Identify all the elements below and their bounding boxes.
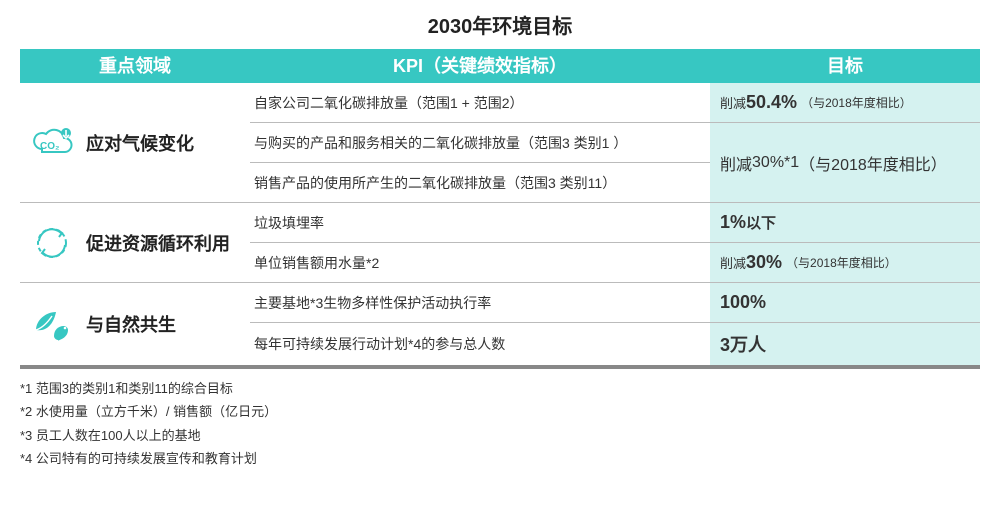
kpi-cell: 主要基地*3生物多样性保护活动执行率 <box>250 283 710 322</box>
tgt-big: 30% <box>752 154 784 172</box>
tgt-big: 1% <box>720 212 746 233</box>
table-row: 垃圾填埋率 1% 以下 <box>250 203 980 243</box>
co2-icon: CO₂ <box>28 119 76 167</box>
table-header: 重点领域 KPI（关键绩效指标） 目标 <box>20 49 980 83</box>
kpi-cell: 与购买的产品和服务相关的二氧化碳排放量（范围3 类别1 ） <box>250 123 710 163</box>
section-climate: CO₂ 应对气候变化 自家公司二氧化碳排放量（范围1 + 范围2） 削减 50.… <box>20 83 980 203</box>
header-target: 目标 <box>710 49 980 83</box>
kpi-cell: 单位销售额用水量*2 <box>250 243 710 282</box>
nature-icon <box>28 300 76 348</box>
table-row: 单位销售额用水量*2 削减 30% （与2018年度相比） <box>250 243 980 283</box>
table-wrapper: 2030年环境目标 重点领域 KPI（关键绩效指标） 目标 CO₂ 应对气候变化 <box>20 0 980 471</box>
merged-row: 与购买的产品和服务相关的二氧化碳排放量（范围3 类别1 ） 销售产品的使用所产生… <box>250 123 980 203</box>
table-row: 主要基地*3生物多样性保护活动执行率 100% <box>250 283 980 323</box>
tgt-big: 100% <box>720 292 766 313</box>
rows-recycle: 垃圾填埋率 1% 以下 单位销售额用水量*2 削减 30% （与2018年度相比… <box>250 203 980 283</box>
kpi-cell: 自家公司二氧化碳排放量（范围1 + 范围2） <box>250 83 710 122</box>
footnote: *1 范围3的类别1和类别11的综合目标 <box>20 377 980 400</box>
footnote: *2 水使用量（立方千米）/ 销售额（亿日元） <box>20 400 980 423</box>
rows-climate: 自家公司二氧化碳排放量（范围1 + 范围2） 削减 50.4% （与2018年度… <box>250 83 980 203</box>
focus-label: 应对气候变化 <box>86 130 194 156</box>
tgt-pre: 削减 <box>720 151 752 175</box>
focus-climate: CO₂ 应对气候变化 <box>20 83 250 203</box>
target-cell: 3万人 <box>710 323 980 365</box>
focus-label: 与自然共生 <box>86 311 176 337</box>
section-recycle: 促进资源循环利用 垃圾填埋率 1% 以下 单位销售额用水量*2 削减 30% （… <box>20 203 980 283</box>
merged-kpis: 与购买的产品和服务相关的二氧化碳排放量（范围3 类别1 ） 销售产品的使用所产生… <box>250 123 710 203</box>
focus-nature: 与自然共生 <box>20 283 250 367</box>
kpi-cell: 垃圾填埋率 <box>250 203 710 242</box>
focus-label: 促进资源循环利用 <box>86 230 230 256</box>
tgt-big: 3万人 <box>720 331 766 357</box>
recycle-icon <box>28 219 76 267</box>
kpi-cell: 每年可持续发展行动计划*4的参与总人数 <box>250 323 710 365</box>
tgt-note: （与2018年度相比） <box>799 151 947 175</box>
kpi-cell: 销售产品的使用所产生的二氧化碳排放量（范围3 类别11） <box>250 163 710 203</box>
footnote: *4 公司特有的可持续发展宣传和教育计划 <box>20 447 980 470</box>
header-focus: 重点领域 <box>20 49 250 83</box>
tgt-sup: *1 <box>784 154 799 172</box>
footnote: *3 员工人数在100人以上的基地 <box>20 424 980 447</box>
target-cell: 1% 以下 <box>710 203 980 242</box>
tgt-pre: 削减 <box>720 253 746 272</box>
tgt-big: 50.4% <box>746 92 797 113</box>
target-cell: 削减 50.4% （与2018年度相比） <box>710 83 980 122</box>
target-cell-merged: 削减 30% *1 （与2018年度相比） <box>710 123 980 203</box>
tgt-mid: 以下 <box>746 212 776 233</box>
section-nature: 与自然共生 主要基地*3生物多样性保护活动执行率 100% 每年可持续发展行动计… <box>20 283 980 367</box>
focus-recycle: 促进资源循环利用 <box>20 203 250 283</box>
target-cell: 削减 30% （与2018年度相比） <box>710 243 980 282</box>
tgt-note: （与2018年度相比） <box>801 94 912 111</box>
table-row: 自家公司二氧化碳排放量（范围1 + 范围2） 削减 50.4% （与2018年度… <box>250 83 980 123</box>
rows-nature: 主要基地*3生物多样性保护活动执行率 100% 每年可持续发展行动计划*4的参与… <box>250 283 980 367</box>
page-title: 2030年环境目标 <box>20 10 980 39</box>
tgt-big: 30% <box>746 252 782 273</box>
header-kpi: KPI（关键绩效指标） <box>250 49 710 83</box>
table-row: 每年可持续发展行动计划*4的参与总人数 3万人 <box>250 323 980 367</box>
target-cell: 100% <box>710 283 980 322</box>
tgt-pre: 削减 <box>720 93 746 112</box>
tgt-note: （与2018年度相比） <box>786 254 897 271</box>
footnotes: *1 范围3的类别1和类别11的综合目标 *2 水使用量（立方千米）/ 销售额（… <box>20 377 980 471</box>
table-body: CO₂ 应对气候变化 自家公司二氧化碳排放量（范围1 + 范围2） 削减 50.… <box>20 83 980 369</box>
svg-text:CO₂: CO₂ <box>40 141 59 152</box>
